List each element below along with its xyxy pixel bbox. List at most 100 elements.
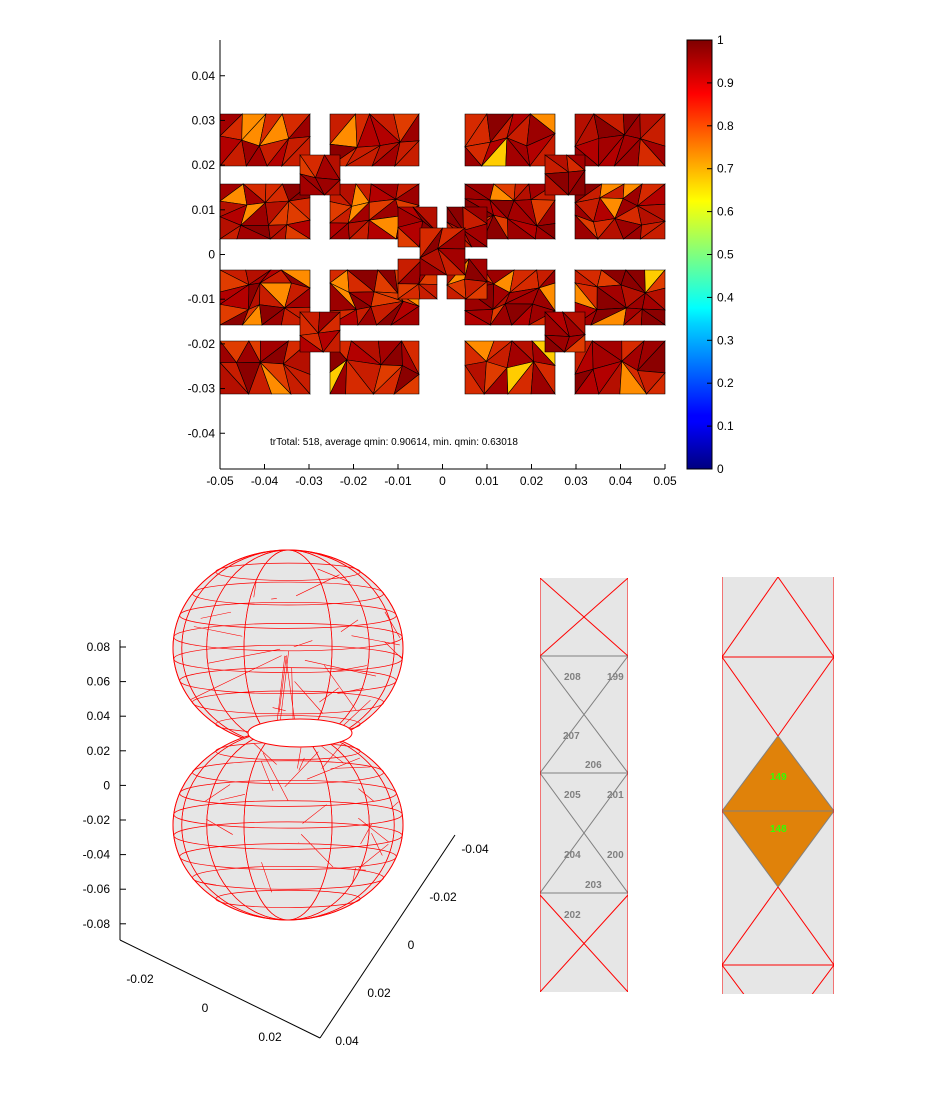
- x-tick-label: 0.05: [653, 474, 677, 488]
- colorbar: 1 0.9 0.8 0.7 0.6 0.5 0.4 0.3 0.2 0.1 0: [686, 33, 734, 476]
- mesh-edge: [332, 665, 367, 673]
- z-tick-label: -0.08: [83, 917, 111, 931]
- mesh-edge: [298, 757, 305, 771]
- colorbar-tick-label: 0.9: [717, 76, 734, 90]
- mesh-triangle: [418, 283, 438, 300]
- z-tick-label: 0.08: [87, 640, 111, 654]
- triangle-label: 200: [607, 850, 624, 861]
- mesh-edge: [205, 784, 231, 802]
- mesh-edge: [190, 655, 282, 700]
- x-tick-label: 0: [439, 474, 446, 488]
- y-tick-label: -0.03: [188, 382, 216, 396]
- mesh-edge: [323, 664, 357, 711]
- mesh-triangle: [299, 173, 326, 196]
- mesh-edge: [206, 818, 233, 835]
- quality-annotation: trTotal: 518, average qmin: 0.90614, min…: [270, 437, 518, 448]
- highlighted-triangle: [722, 736, 834, 811]
- x-tick-label: 0.02: [520, 474, 544, 488]
- mesh-edge: [208, 648, 281, 664]
- x-tick-label: -0.05: [206, 474, 234, 488]
- mesh-edge: [200, 611, 232, 619]
- mesh-edge: [300, 834, 334, 868]
- x-tick-label: 0.04: [609, 474, 633, 488]
- colorbar-tick-label: 1: [717, 33, 724, 47]
- mesh-edge: [319, 687, 339, 703]
- parallel-line: [179, 601, 397, 629]
- x-tick-label: 0.03: [564, 474, 588, 488]
- y-tick-labels-3d: -0.04 -0.02 0 0.02 0.04: [335, 842, 489, 1048]
- mesh-triangle: [464, 310, 492, 326]
- mesh-edge: [193, 626, 243, 637]
- mesh-edge: [384, 611, 401, 639]
- strip-edges: [722, 577, 834, 994]
- mesh-triangle: [563, 333, 586, 353]
- triangle-label: 205: [564, 790, 581, 801]
- mesh-triangle: [390, 305, 420, 326]
- mesh-edge: [284, 751, 319, 788]
- z-tick-label: 0.04: [87, 709, 111, 723]
- mesh-triangle: [323, 179, 341, 196]
- x-tick-label: 0.01: [475, 474, 499, 488]
- mesh-triangle: [505, 137, 531, 167]
- mesh-edge: [253, 743, 277, 765]
- parallel-line: [192, 581, 384, 606]
- y-tick-label: 0.03: [192, 113, 216, 127]
- colorbar-tick-label: 0.4: [717, 290, 734, 304]
- triangle-label: 202: [564, 910, 581, 921]
- mesh-triangle: [619, 360, 648, 395]
- 3d-wireframe-surface: [172, 549, 404, 921]
- mesh-triangle: [464, 145, 483, 167]
- y-tick-label: -0.04: [188, 426, 216, 440]
- mesh-triangle: [446, 284, 467, 300]
- mesh-edge: [321, 742, 344, 769]
- x-tick-labels-3d: -0.02 0 0.02: [126, 972, 282, 1044]
- mesh-edge: [297, 747, 302, 769]
- mesh-edge: [261, 862, 272, 893]
- x-tick-label-3d: 0.02: [258, 1030, 282, 1044]
- mesh-edge: [272, 707, 286, 712]
- mesh-edge: [340, 699, 371, 729]
- y-tick-label-3d: 0: [408, 938, 415, 952]
- mesh-edge: [358, 788, 375, 802]
- y-tick-label-3d: 0.04: [335, 1034, 359, 1048]
- triangle-label: 203: [585, 880, 602, 891]
- mesh-triangle: [285, 224, 312, 240]
- mesh-edge: [351, 867, 356, 885]
- z-tick-label: -0.02: [83, 813, 111, 827]
- mesh-triangle: [367, 219, 398, 240]
- y-tick-label-3d: 0.02: [367, 986, 391, 1000]
- 3d-axes: [119, 640, 456, 1039]
- mesh-edge: [306, 757, 360, 780]
- lobe-surface: [172, 549, 404, 747]
- colorbar-ticks: 1 0.9 0.8 0.7 0.6 0.5 0.4 0.3 0.2 0.1 0: [707, 33, 734, 476]
- parallel-line: [173, 821, 403, 850]
- mesh-edge: [335, 867, 366, 871]
- colorbar-tick-label: 0.7: [717, 162, 734, 176]
- triangle-label: 208: [564, 672, 581, 683]
- neck-opening: [247, 718, 353, 748]
- triangle-strip-highlighted: 149 148: [722, 577, 834, 994]
- mesh-triangle: [544, 334, 566, 353]
- colorbar-tick-label: 0.3: [717, 333, 734, 347]
- mesh-triangle: [507, 218, 537, 240]
- y-tick-labels: 0.04 0.03 0.02 0.01 0 -0.01 -0.02 -0.03 -0.04: [188, 69, 225, 440]
- parallel-line: [192, 865, 384, 890]
- parallel-line: [173, 800, 403, 829]
- triangle-label: 204: [564, 850, 581, 861]
- mesh-triangle: [534, 225, 556, 240]
- mesh-triangle: [259, 362, 292, 395]
- mesh-edge: [384, 641, 402, 659]
- mesh-edge: [337, 687, 364, 694]
- mesh-edge: [302, 804, 327, 824]
- highlight-label: 148: [770, 824, 787, 835]
- z-tick-label: 0: [103, 778, 110, 792]
- parallel-line: [179, 843, 397, 871]
- parallel-line: [215, 889, 361, 908]
- mesh-triangle: [394, 140, 420, 167]
- mesh-edge: [304, 660, 376, 677]
- mesh-triangle: [437, 248, 466, 276]
- mesh-edge: [358, 817, 390, 843]
- mesh-triangle: [567, 169, 586, 196]
- mesh-triangle: [463, 230, 488, 248]
